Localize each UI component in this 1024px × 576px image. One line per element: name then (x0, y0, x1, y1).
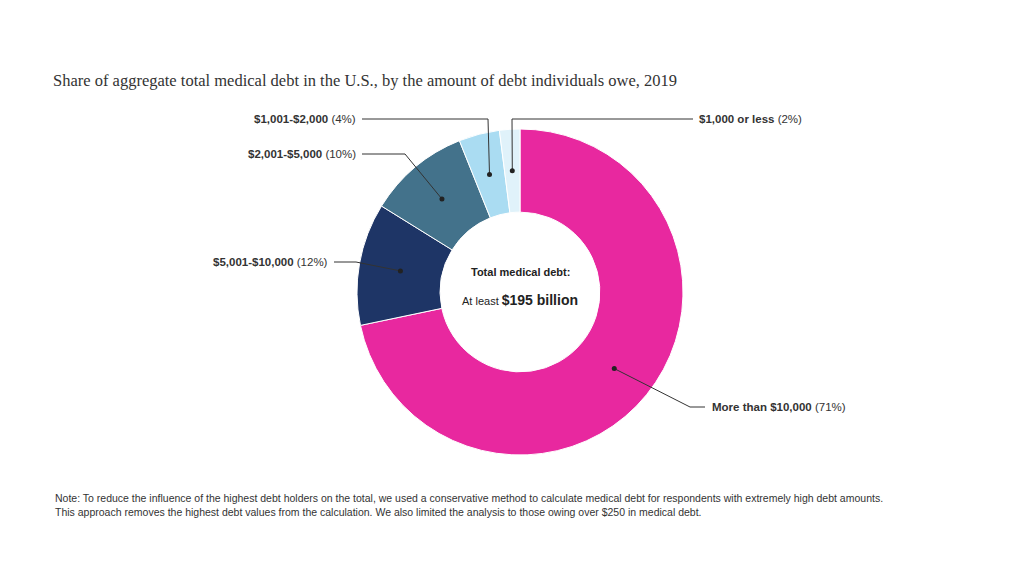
svg-text:Share of aggregate total medic: Share of aggregate total medical debt in… (53, 71, 677, 90)
svg-text:$1,000 or less (2%): $1,000 or less (2%) (699, 113, 802, 125)
svg-text:Total medical debt:: Total medical debt: (471, 266, 570, 278)
svg-text:$5,001-$10,000 (12%): $5,001-$10,000 (12%) (213, 256, 328, 268)
svg-text:At least $195 billion: At least $195 billion (462, 292, 578, 308)
svg-text:Note: To reduce the influence: Note: To reduce the influence of the hig… (55, 492, 883, 518)
svg-text:More than $10,000 (71%): More than $10,000 (71%) (712, 401, 846, 413)
svg-text:$2,001-$5,000 (10%): $2,001-$5,000 (10%) (248, 148, 356, 160)
svg-text:$1,001-$2,000 (4%): $1,001-$2,000 (4%) (254, 113, 356, 125)
